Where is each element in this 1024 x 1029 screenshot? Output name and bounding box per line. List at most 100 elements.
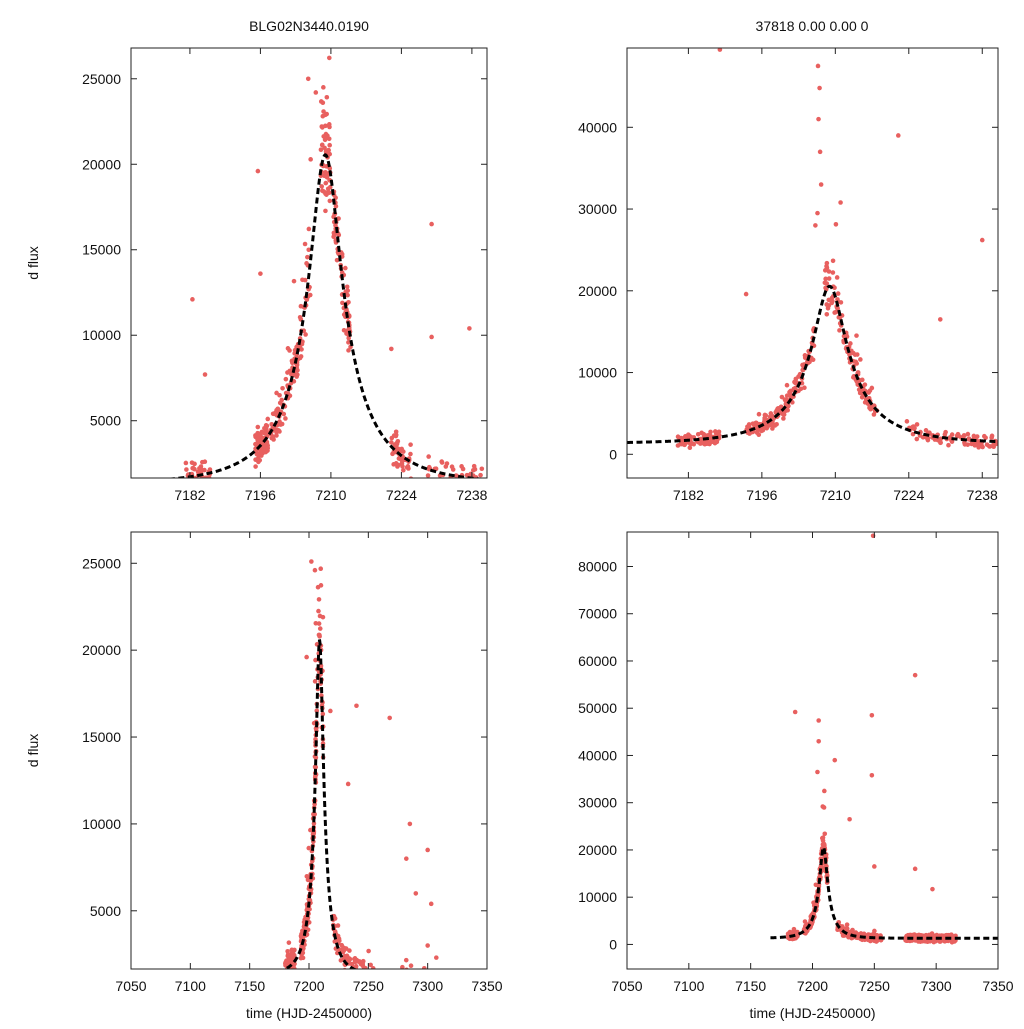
data-point <box>966 436 972 441</box>
data-point <box>826 297 832 303</box>
data-point <box>313 657 318 663</box>
data-point <box>368 962 373 968</box>
data-point <box>285 973 290 978</box>
x-tick-label: 7100 <box>673 978 704 994</box>
data-point <box>437 970 442 975</box>
data-point <box>822 788 827 794</box>
data-point <box>258 271 263 276</box>
data-point <box>347 971 352 976</box>
data-point <box>286 940 292 945</box>
data-point <box>318 663 324 669</box>
data-point <box>823 276 828 282</box>
y-tick-label: 30000 <box>578 201 617 217</box>
data-point <box>304 654 309 660</box>
model-curve <box>627 284 998 444</box>
x-tick-label: 7150 <box>735 978 766 994</box>
y-axis-label: d flux <box>25 246 41 279</box>
data-point <box>854 333 859 338</box>
y-tick-label: 15000 <box>82 242 121 258</box>
data-point <box>261 448 267 453</box>
data-point <box>194 480 199 485</box>
data-point <box>343 265 348 271</box>
data-point <box>283 416 288 421</box>
y-tick-label: 10000 <box>578 889 617 905</box>
x-tick-label: 7250 <box>859 978 890 994</box>
data-point <box>470 481 475 486</box>
data-point <box>272 426 277 432</box>
data-point <box>434 479 439 484</box>
data-point <box>183 460 189 466</box>
data-point <box>425 943 430 948</box>
y-tick-label: 25000 <box>82 555 121 571</box>
data-point <box>428 901 434 907</box>
x-tick-label: 7182 <box>174 487 205 503</box>
data-point <box>460 482 465 487</box>
data-point <box>350 971 355 976</box>
data-point <box>286 972 291 977</box>
data-point <box>288 969 293 974</box>
data-point <box>408 476 414 478</box>
data-point <box>297 355 303 361</box>
data-point <box>298 955 304 961</box>
data-point <box>938 440 943 446</box>
data-point <box>344 969 349 974</box>
data-point <box>357 970 362 975</box>
data-point <box>328 708 333 714</box>
data-point <box>327 142 332 148</box>
y-tick-label: 25000 <box>82 71 121 87</box>
data-point <box>285 370 290 375</box>
data-point <box>341 327 347 333</box>
data-point <box>352 956 358 961</box>
data-point <box>965 442 971 447</box>
x-tick-label: 7200 <box>293 978 324 994</box>
y-tick-label: 50000 <box>578 700 617 716</box>
data-point <box>447 479 452 484</box>
data-point <box>815 63 821 69</box>
data-point <box>317 634 322 639</box>
data-point <box>429 221 434 227</box>
data-point <box>408 963 414 969</box>
data-point <box>202 372 208 377</box>
data-point <box>367 970 372 975</box>
x-tick-label: 7350 <box>471 978 502 994</box>
data-point <box>784 393 790 398</box>
data-point <box>306 226 312 232</box>
data-point <box>321 109 326 114</box>
data-point <box>822 268 828 273</box>
data-point <box>829 300 834 306</box>
data-point <box>781 416 786 421</box>
data-point <box>346 340 351 345</box>
x-tick-label: 7238 <box>967 487 998 503</box>
data-point <box>408 442 413 447</box>
data-point <box>316 608 321 614</box>
data-point <box>327 198 333 204</box>
data-point <box>302 241 308 247</box>
data-point <box>323 131 329 137</box>
data-point <box>342 969 347 974</box>
data-point <box>756 411 762 417</box>
data-point <box>264 429 270 435</box>
data-point <box>284 975 289 980</box>
data-point <box>847 816 852 822</box>
data-point <box>198 466 204 471</box>
data-point <box>265 416 271 422</box>
data-point <box>302 277 308 283</box>
y-axis-label: d flux <box>25 734 41 767</box>
data-point <box>478 472 483 478</box>
data-point <box>914 422 920 427</box>
data-point <box>323 180 329 186</box>
data-point <box>698 436 704 442</box>
data-point <box>912 866 918 872</box>
data-point <box>911 424 916 429</box>
data-point <box>771 422 776 427</box>
data-point <box>335 950 340 956</box>
x-tick-label: 7210 <box>820 487 851 503</box>
data-point <box>813 223 818 228</box>
data-point <box>781 412 787 417</box>
data-point <box>318 566 324 571</box>
data-point <box>318 583 324 588</box>
data-point <box>855 370 861 375</box>
data-point <box>793 379 798 384</box>
data-point <box>872 864 877 869</box>
